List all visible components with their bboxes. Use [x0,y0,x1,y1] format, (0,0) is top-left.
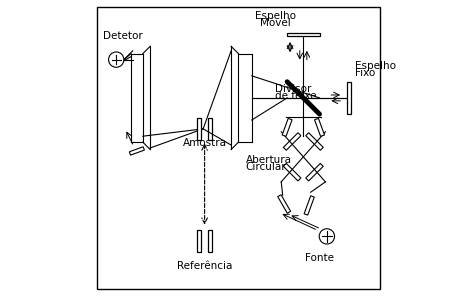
Text: Referência: Referência [177,261,232,271]
Text: Detetor: Detetor [103,31,142,41]
Circle shape [109,52,124,67]
Polygon shape [197,230,201,252]
Polygon shape [277,195,290,213]
Polygon shape [305,133,323,150]
Text: Fonte: Fonte [304,252,333,263]
Polygon shape [208,230,211,252]
Polygon shape [304,196,314,215]
Text: Espelho: Espelho [354,60,395,70]
Polygon shape [287,33,319,36]
Polygon shape [305,163,323,181]
Polygon shape [347,82,350,114]
Polygon shape [197,118,201,140]
Text: Amostra: Amostra [182,138,226,148]
Text: Espelho: Espelho [254,11,295,21]
Text: Móvel: Móvel [259,18,290,28]
Text: Fixo: Fixo [354,68,374,78]
Polygon shape [129,147,144,155]
Text: de feixe: de feixe [275,91,316,102]
Circle shape [318,229,334,244]
Text: Divisor: Divisor [275,84,311,94]
Text: Abertura: Abertura [245,155,291,165]
Polygon shape [208,118,211,140]
Polygon shape [283,163,300,181]
Text: Circular: Circular [245,162,286,172]
Polygon shape [314,118,324,136]
Polygon shape [283,133,300,150]
Polygon shape [282,118,291,136]
